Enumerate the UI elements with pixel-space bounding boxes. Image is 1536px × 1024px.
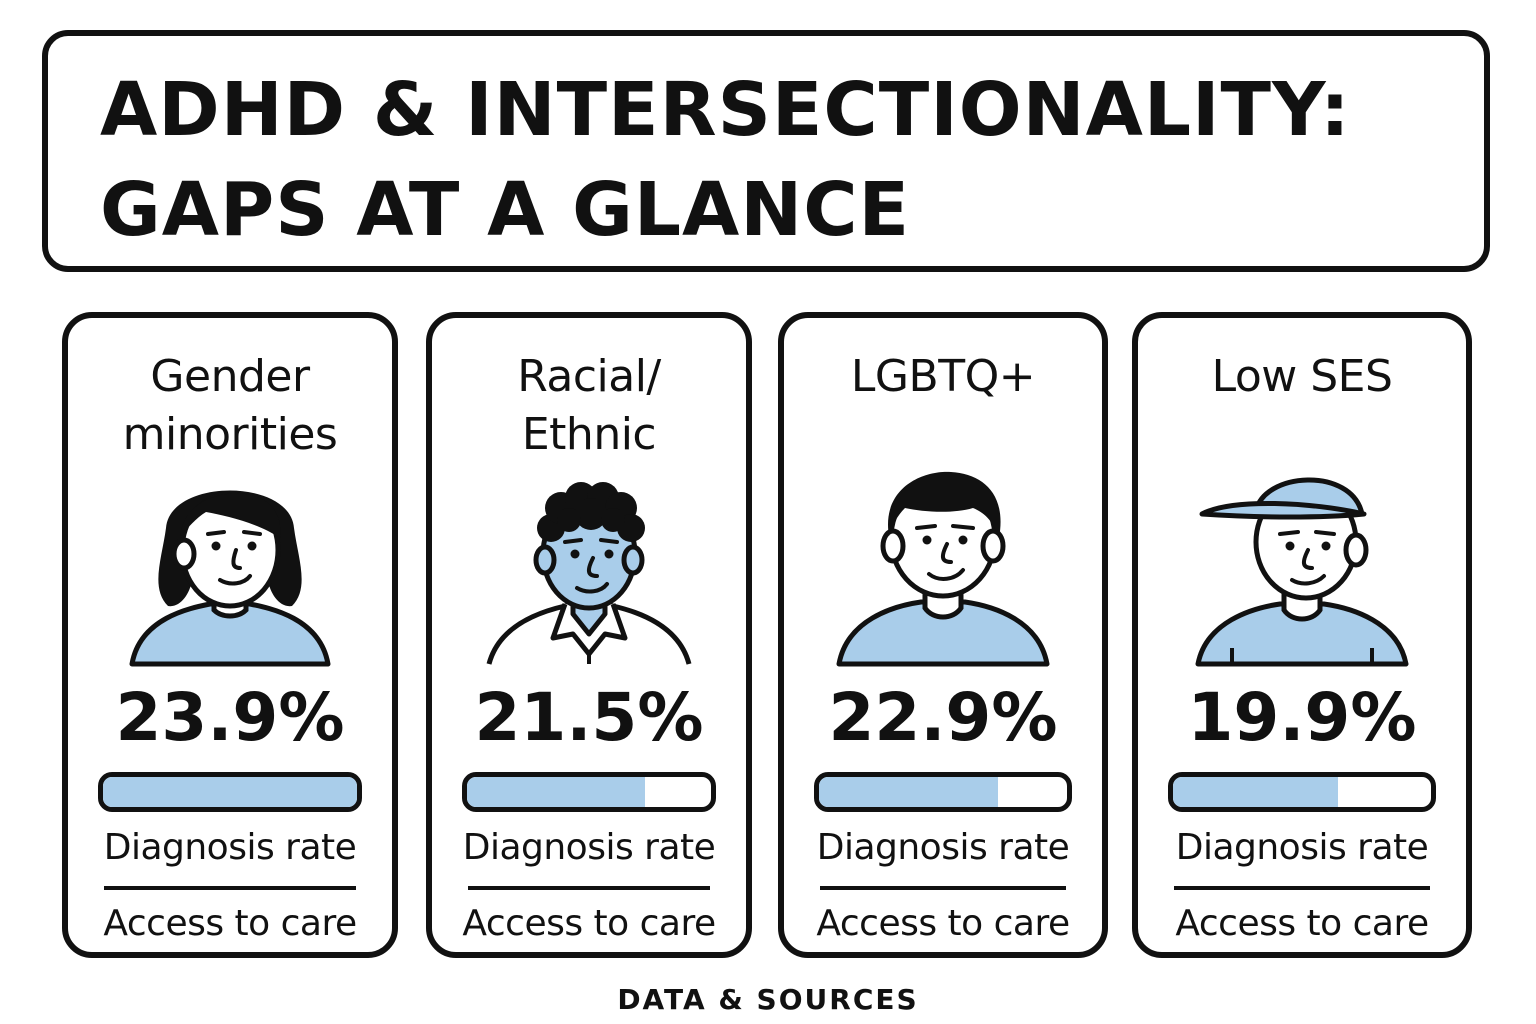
rate-value: 23.9% bbox=[115, 679, 345, 756]
card-label-line-1: Gender bbox=[150, 351, 310, 402]
rate-value: 22.9% bbox=[828, 679, 1058, 756]
progress-bar-fill bbox=[467, 777, 646, 807]
divider bbox=[104, 886, 356, 890]
card-low-ses: Low SES 19.9% Diagnosis rate Access to c… bbox=[1132, 312, 1472, 958]
metric-diagnosis-rate: Diagnosis rate bbox=[103, 827, 357, 868]
progress-bar bbox=[1168, 772, 1436, 812]
metric-access-to-care: Access to care bbox=[816, 903, 1070, 944]
data-sources-link[interactable]: DATA & SOURCES bbox=[617, 983, 919, 1016]
card-racial-ethnic: Racial/ Ethnic bbox=[426, 312, 752, 958]
metric-access-to-care: Access to care bbox=[462, 903, 716, 944]
card-label: Low SES bbox=[1138, 348, 1466, 406]
title-line-1: ADHD & INTERSECTIONALITY: bbox=[100, 67, 1351, 153]
rate-value: 21.5% bbox=[474, 679, 704, 756]
divider bbox=[1174, 886, 1430, 890]
cap-wearing-person-avatar-icon bbox=[1195, 477, 1409, 667]
card-label-line-1: LGBTQ+ bbox=[850, 351, 1036, 402]
metric-diagnosis-rate: Diagnosis rate bbox=[816, 827, 1070, 868]
progress-bar-fill bbox=[819, 777, 998, 807]
title-line-2: GAPS AT A GLANCE bbox=[100, 167, 911, 253]
rate-value: 19.9% bbox=[1187, 679, 1417, 756]
metric-diagnosis-rate: Diagnosis rate bbox=[1175, 827, 1429, 868]
title-banner: ADHD & INTERSECTIONALITY: GAPS AT A GLAN… bbox=[42, 30, 1490, 272]
card-label-line-2: minorities bbox=[122, 409, 338, 460]
woman-avatar-icon bbox=[129, 490, 331, 667]
metric-diagnosis-rate: Diagnosis rate bbox=[462, 827, 716, 868]
divider bbox=[820, 886, 1066, 890]
card-label: Gender minorities bbox=[68, 348, 392, 464]
progress-bar-fill bbox=[103, 777, 357, 807]
card-lgbtq: LGBTQ+ 22.9% Diagnosis rate Access to ca… bbox=[778, 312, 1108, 958]
curly-hair-person-avatar-icon bbox=[486, 482, 692, 665]
card-label-line-1: Low SES bbox=[1211, 351, 1393, 402]
card-label-line-2: Ethnic bbox=[521, 409, 657, 460]
progress-bar bbox=[462, 772, 716, 812]
card-label: LGBTQ+ bbox=[784, 348, 1102, 406]
card-gender-minorities: Gender minorities 23.9% Diagnosis rate A… bbox=[62, 312, 398, 958]
metric-access-to-care: Access to care bbox=[1175, 903, 1429, 944]
card-label-line-1: Racial/ bbox=[517, 351, 661, 402]
divider bbox=[468, 886, 710, 890]
progress-bar bbox=[98, 772, 362, 812]
progress-bar-fill bbox=[1173, 777, 1339, 807]
metric-access-to-care: Access to care bbox=[103, 903, 357, 944]
card-label: Racial/ Ethnic bbox=[432, 348, 746, 464]
progress-bar bbox=[814, 772, 1072, 812]
man-avatar-icon bbox=[836, 471, 1050, 667]
